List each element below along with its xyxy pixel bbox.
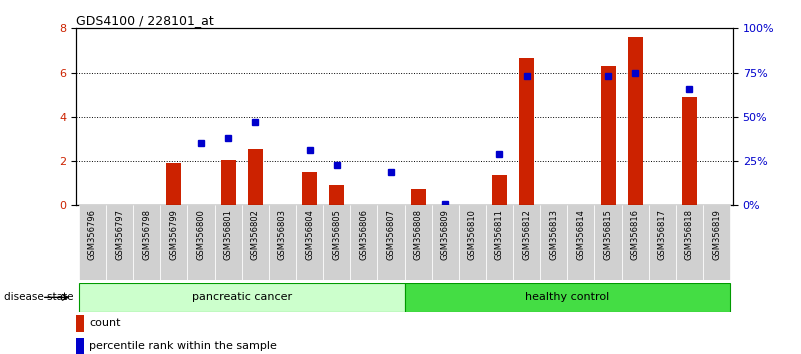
Bar (594, 205, 622, 280)
Text: GSM356811: GSM356811 (495, 209, 504, 260)
Text: GSM356808: GSM356808 (413, 209, 423, 260)
Bar (248, 149, 263, 205)
Text: GSM356817: GSM356817 (658, 209, 667, 260)
Bar (106, 205, 133, 280)
Bar (323, 205, 350, 280)
Text: GSM356810: GSM356810 (468, 209, 477, 260)
Bar (133, 205, 160, 280)
Text: GSM356809: GSM356809 (441, 209, 449, 260)
Bar (76, 315, 84, 332)
Bar (492, 176, 507, 205)
Text: GSM356798: GSM356798 (142, 209, 151, 260)
Bar (628, 37, 642, 205)
Bar (296, 205, 323, 280)
Text: GDS4100 / 228101_at: GDS4100 / 228101_at (76, 14, 214, 27)
Text: GSM356818: GSM356818 (685, 209, 694, 260)
Text: GSM356813: GSM356813 (549, 209, 558, 260)
Text: GSM356797: GSM356797 (115, 209, 124, 260)
Bar (601, 66, 615, 205)
Text: GSM356804: GSM356804 (305, 209, 314, 260)
Text: healthy control: healthy control (525, 292, 610, 302)
Bar (167, 163, 181, 205)
Bar (377, 205, 405, 280)
Bar (432, 205, 459, 280)
Bar (411, 189, 425, 205)
Text: GSM356801: GSM356801 (223, 209, 232, 260)
Bar (519, 58, 534, 205)
Bar (540, 205, 567, 280)
Text: disease state: disease state (4, 292, 74, 302)
Bar (269, 205, 296, 280)
Text: GSM356803: GSM356803 (278, 209, 287, 260)
Bar (682, 97, 697, 205)
Text: count: count (89, 319, 121, 329)
Text: GSM356805: GSM356805 (332, 209, 341, 260)
Bar (405, 205, 432, 280)
Bar (329, 185, 344, 205)
Text: GSM356800: GSM356800 (196, 209, 205, 260)
Text: GSM356802: GSM356802 (251, 209, 260, 260)
Bar (187, 205, 215, 280)
Text: GSM356806: GSM356806 (360, 209, 368, 260)
Bar (649, 205, 676, 280)
Bar (703, 205, 731, 280)
Bar (567, 205, 594, 280)
Bar (513, 205, 540, 280)
Text: GSM356807: GSM356807 (386, 209, 396, 260)
Bar (76, 338, 84, 354)
Text: GSM356816: GSM356816 (630, 209, 640, 260)
Bar (78, 205, 106, 280)
Bar (242, 205, 269, 280)
Bar (160, 205, 187, 280)
Bar (215, 205, 242, 280)
Bar (405, 283, 731, 312)
Bar (459, 205, 486, 280)
Text: pancreatic cancer: pancreatic cancer (191, 292, 292, 302)
Text: GSM356812: GSM356812 (522, 209, 531, 260)
Bar (622, 205, 649, 280)
Text: GSM356796: GSM356796 (88, 209, 97, 260)
Text: GSM356819: GSM356819 (712, 209, 721, 260)
Bar (676, 205, 703, 280)
Text: GSM356815: GSM356815 (604, 209, 613, 260)
Text: percentile rank within the sample: percentile rank within the sample (89, 342, 277, 352)
Text: GSM356799: GSM356799 (169, 209, 179, 260)
Bar (350, 205, 377, 280)
Bar (302, 172, 317, 205)
Bar (78, 283, 405, 312)
Text: GSM356814: GSM356814 (577, 209, 586, 260)
Bar (486, 205, 513, 280)
Bar (220, 160, 235, 205)
